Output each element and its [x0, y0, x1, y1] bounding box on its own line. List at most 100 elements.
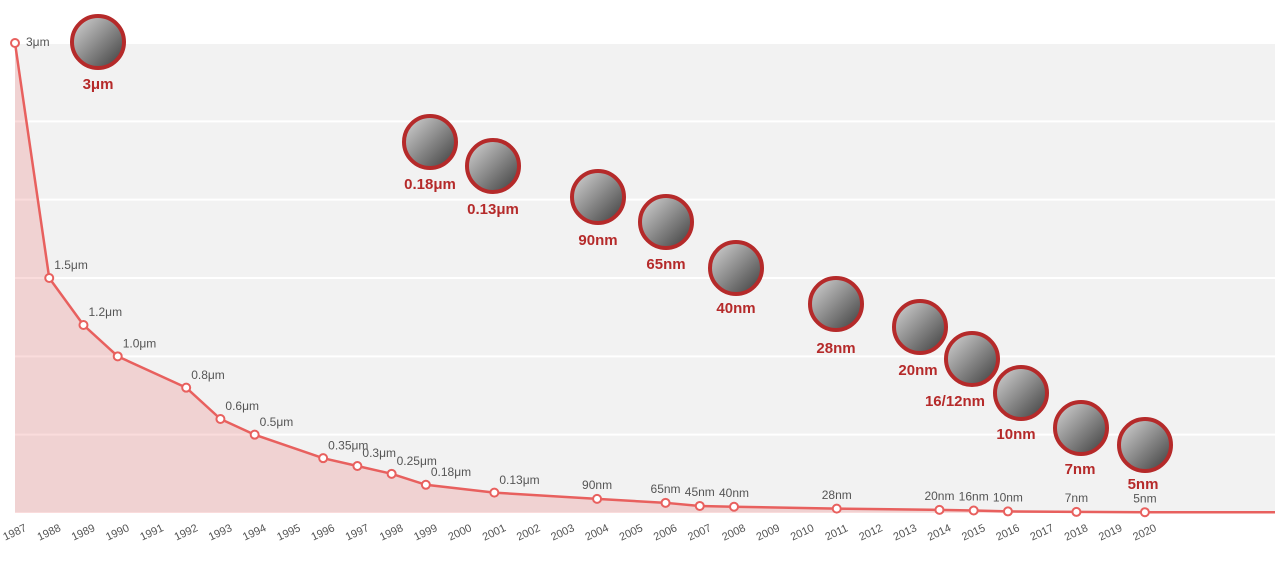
- line: [13, 42, 1145, 514]
- x-tick-label: 2017: [1029, 522, 1056, 543]
- point-label: 0.25μm: [397, 454, 437, 468]
- x-tick-label: 1991: [138, 522, 165, 543]
- chip-label: 90nm: [578, 232, 617, 249]
- chip-image: [892, 299, 948, 355]
- point: [694, 500, 705, 511]
- chip-image: [993, 365, 1049, 421]
- chip-image: [708, 240, 764, 296]
- point-label: 1.5μm: [54, 258, 88, 272]
- chip-label: 65nm: [646, 256, 685, 273]
- x-tick-label: 2011: [823, 522, 850, 543]
- chip-label: 20nm: [898, 362, 937, 379]
- area-fill: [15, 43, 1275, 513]
- chip-label: 5nm: [1128, 476, 1159, 493]
- point-label: 0.8μm: [191, 368, 225, 382]
- x-tick-label: 1989: [70, 522, 97, 543]
- point: [352, 461, 363, 471]
- point: [729, 501, 740, 512]
- x-tick-label: 2006: [652, 522, 679, 543]
- x-tick-label: 2014: [926, 522, 953, 543]
- chip-image: [402, 114, 458, 170]
- point-label: 1.0μm: [123, 337, 157, 351]
- x-tick-label: 2010: [789, 522, 816, 543]
- chip-label: 28nm: [816, 340, 855, 357]
- point: [1071, 506, 1082, 517]
- x-tick-label: 1999: [412, 522, 439, 543]
- point-label: 16nm: [959, 490, 989, 504]
- chip-label: 0.13μm: [467, 201, 519, 218]
- x-tick-label: 2013: [892, 522, 919, 543]
- chip-image: [1053, 400, 1109, 456]
- chip-image: [70, 14, 126, 70]
- x-tick-label: 2001: [481, 522, 508, 543]
- point-label: 10nm: [993, 491, 1023, 505]
- point-label: 65nm: [651, 482, 681, 496]
- x-tick-label: 1992: [173, 522, 200, 543]
- point: [592, 493, 603, 504]
- point-label: 0.6μm: [225, 399, 259, 413]
- x-tick-label: 1996: [309, 522, 336, 543]
- point: [215, 414, 226, 424]
- point: [1002, 506, 1013, 517]
- x-tick-label: 2008: [720, 522, 747, 543]
- point: [318, 453, 329, 464]
- x-tick-label: 2015: [960, 522, 987, 543]
- point-label: 0.35μm: [328, 438, 368, 452]
- point: [660, 497, 671, 508]
- point: [1139, 507, 1150, 518]
- x-tick-label: 1998: [378, 522, 405, 543]
- point-label: 40nm: [719, 486, 749, 500]
- x-tick-label: 2003: [549, 522, 576, 543]
- chip-image: [465, 138, 521, 194]
- chip-label: 40nm: [716, 300, 755, 317]
- point: [489, 487, 500, 498]
- point-label: 0.13μm: [499, 473, 539, 487]
- point-label: 5nm: [1133, 491, 1156, 505]
- point-label: 7nm: [1065, 491, 1088, 505]
- point-label: 90nm: [582, 478, 612, 492]
- x-tick-label: 1987: [1, 522, 28, 543]
- chip-image: [808, 276, 864, 332]
- point: [420, 479, 431, 490]
- point: [831, 503, 842, 514]
- chip-label: 16/12nm: [925, 393, 985, 410]
- point-label: 28nm: [822, 488, 852, 502]
- x-tick-label: 2002: [515, 522, 542, 543]
- point: [44, 273, 55, 283]
- chip-label: 3μm: [83, 76, 114, 93]
- x-tick-label: 1990: [104, 522, 131, 543]
- point-label: 45nm: [685, 485, 715, 499]
- chip-image: [1117, 417, 1173, 473]
- chip-label: 0.18μm: [404, 176, 456, 193]
- x-tick-label: 2019: [1097, 522, 1124, 543]
- point: [934, 504, 945, 515]
- x-tick-label: 1995: [275, 522, 302, 543]
- point: [386, 468, 397, 479]
- point: [968, 505, 979, 516]
- chip-image: [944, 331, 1000, 387]
- x-tick-label: 1993: [207, 522, 234, 543]
- point: [78, 320, 89, 330]
- point-label: 0.5μm: [260, 415, 294, 429]
- x-tick-label: 2020: [1131, 522, 1158, 543]
- point-label: 20nm: [924, 489, 954, 503]
- x-tick-label: 2016: [994, 522, 1021, 543]
- x-tick-label: 2004: [583, 522, 610, 543]
- x-tick-label: 1997: [344, 522, 371, 543]
- x-tick-label: 2018: [1063, 522, 1090, 543]
- point: [181, 382, 192, 393]
- x-tick-label: 2000: [446, 522, 473, 543]
- chip-label: 7nm: [1065, 461, 1096, 478]
- point: [10, 38, 20, 48]
- point-label: 0.18μm: [431, 465, 471, 479]
- x-tick-label: 2009: [755, 522, 782, 543]
- point: [112, 351, 123, 362]
- x-tick-label: 1994: [241, 522, 268, 543]
- chip-image: [638, 194, 694, 250]
- point-label: 0.3μm: [362, 446, 396, 460]
- point-label: 3μm: [26, 35, 50, 49]
- x-tick-label: 2012: [857, 522, 884, 543]
- x-tick-label: 2005: [618, 522, 645, 543]
